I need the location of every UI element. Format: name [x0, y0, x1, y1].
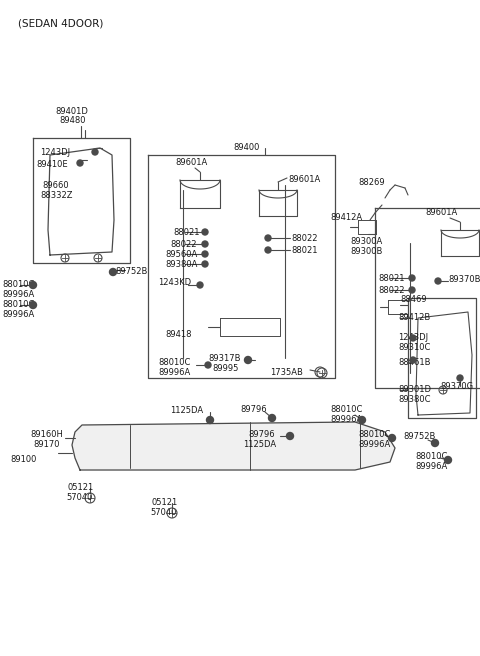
- Circle shape: [202, 251, 208, 257]
- Text: 89317B: 89317B: [208, 354, 240, 363]
- Text: 88010C: 88010C: [158, 358, 191, 367]
- Text: 89752B: 89752B: [115, 267, 147, 276]
- Text: 89380C: 89380C: [398, 395, 431, 404]
- Text: 89996A: 89996A: [2, 290, 34, 299]
- Text: 89170: 89170: [33, 440, 60, 449]
- Text: 89310C: 89310C: [398, 343, 431, 352]
- Text: 1735AB: 1735AB: [270, 368, 303, 377]
- Text: 89601A: 89601A: [175, 158, 207, 167]
- Circle shape: [432, 440, 439, 447]
- Text: 88010C: 88010C: [358, 430, 390, 439]
- Circle shape: [244, 356, 252, 363]
- Text: 88021: 88021: [291, 246, 317, 255]
- Circle shape: [268, 415, 276, 422]
- Text: 89410E: 89410E: [36, 160, 68, 169]
- Circle shape: [457, 375, 463, 381]
- Circle shape: [202, 241, 208, 247]
- Text: 89796: 89796: [240, 405, 266, 414]
- Text: 89100: 89100: [10, 455, 36, 464]
- Polygon shape: [72, 422, 395, 470]
- Circle shape: [409, 287, 415, 293]
- Circle shape: [29, 302, 36, 308]
- Text: 89412B: 89412B: [398, 313, 430, 322]
- Text: 88010C: 88010C: [2, 300, 35, 309]
- Text: 57040: 57040: [150, 508, 176, 517]
- Text: 89300A: 89300A: [350, 237, 382, 246]
- Text: 05121: 05121: [152, 498, 178, 507]
- Text: 89400: 89400: [233, 143, 259, 152]
- Circle shape: [205, 362, 211, 368]
- Text: 89996A: 89996A: [2, 310, 34, 319]
- Text: 89996A: 89996A: [358, 440, 390, 449]
- Text: 88469: 88469: [400, 295, 427, 304]
- Text: 89160H: 89160H: [30, 430, 63, 439]
- Circle shape: [109, 268, 117, 276]
- Circle shape: [265, 235, 271, 241]
- Text: 88332Z: 88332Z: [40, 191, 72, 200]
- Text: 89412A: 89412A: [330, 213, 362, 222]
- Text: 89996A: 89996A: [330, 415, 362, 424]
- Text: 1243DJ: 1243DJ: [40, 148, 70, 157]
- Text: 88021: 88021: [378, 274, 405, 283]
- Text: 89300B: 89300B: [350, 247, 383, 256]
- Text: 89560A: 89560A: [165, 250, 197, 259]
- Text: 89996A: 89996A: [158, 368, 190, 377]
- Text: 88022: 88022: [378, 286, 405, 295]
- Circle shape: [410, 357, 416, 363]
- Text: 89601A: 89601A: [288, 175, 320, 184]
- Circle shape: [444, 457, 452, 464]
- Text: 57040: 57040: [66, 493, 92, 502]
- Circle shape: [92, 149, 98, 155]
- Circle shape: [77, 160, 83, 166]
- Circle shape: [359, 417, 365, 424]
- Text: 88021: 88021: [173, 228, 200, 237]
- Text: (SEDAN 4DOOR): (SEDAN 4DOOR): [18, 18, 103, 28]
- Circle shape: [197, 282, 203, 288]
- Circle shape: [206, 417, 214, 424]
- Text: 88022: 88022: [291, 234, 317, 243]
- Text: 89996A: 89996A: [415, 462, 447, 471]
- Text: 88022: 88022: [170, 240, 196, 249]
- Text: 1125DA: 1125DA: [243, 440, 276, 449]
- Text: 89418: 89418: [165, 330, 192, 339]
- Text: 89401D: 89401D: [55, 107, 88, 116]
- Circle shape: [202, 261, 208, 267]
- Text: 89660: 89660: [42, 181, 69, 190]
- Text: 89796: 89796: [248, 430, 275, 439]
- Circle shape: [287, 432, 293, 440]
- Circle shape: [202, 229, 208, 235]
- Text: 05121: 05121: [68, 483, 94, 492]
- Text: 89480: 89480: [59, 116, 85, 125]
- Text: 89601A: 89601A: [425, 208, 457, 217]
- Text: 88269: 88269: [358, 178, 384, 187]
- Text: 89380A: 89380A: [165, 260, 197, 269]
- Text: 89370B: 89370B: [448, 275, 480, 284]
- Circle shape: [409, 275, 415, 281]
- Circle shape: [265, 247, 271, 253]
- Text: 89752B: 89752B: [403, 432, 435, 441]
- Text: 89370G: 89370G: [440, 382, 473, 391]
- Text: 89301D: 89301D: [398, 385, 431, 394]
- Text: 89995: 89995: [212, 364, 239, 373]
- Circle shape: [435, 278, 441, 284]
- Text: 88010C: 88010C: [2, 280, 35, 289]
- Text: 88461B: 88461B: [398, 358, 431, 367]
- Text: 1125DA: 1125DA: [170, 406, 203, 415]
- Circle shape: [388, 434, 396, 441]
- Circle shape: [410, 335, 416, 341]
- Text: 88010C: 88010C: [330, 405, 362, 414]
- Circle shape: [29, 281, 36, 289]
- Text: 88010C: 88010C: [415, 452, 447, 461]
- Text: 1243KD: 1243KD: [158, 278, 191, 287]
- Text: 1243DJ: 1243DJ: [398, 333, 428, 342]
